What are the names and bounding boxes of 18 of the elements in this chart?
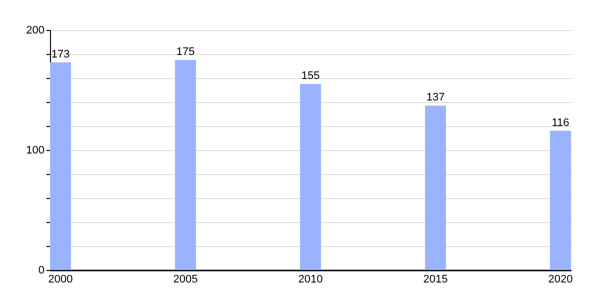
bar <box>175 60 196 270</box>
data-label: 175 <box>176 46 195 58</box>
data-label: 116 <box>552 116 570 129</box>
y-tick-label: 0 <box>38 264 44 276</box>
bar <box>50 62 71 270</box>
bar <box>300 84 321 270</box>
data-label: 137 <box>426 92 445 104</box>
bar <box>425 106 446 270</box>
bar <box>550 130 571 270</box>
x-tick-label: 2010 <box>298 274 323 286</box>
data-label: 173 <box>51 48 70 60</box>
x-tick-label: 2005 <box>173 274 198 286</box>
y-tick-label: 100 <box>26 144 44 156</box>
x-tick-label: 2000 <box>48 274 73 286</box>
data-label: 155 <box>301 70 320 82</box>
x-tick-label: 2015 <box>423 274 448 286</box>
y-tick-label: 200 <box>26 24 44 36</box>
x-tick-label: 2020 <box>548 274 573 286</box>
